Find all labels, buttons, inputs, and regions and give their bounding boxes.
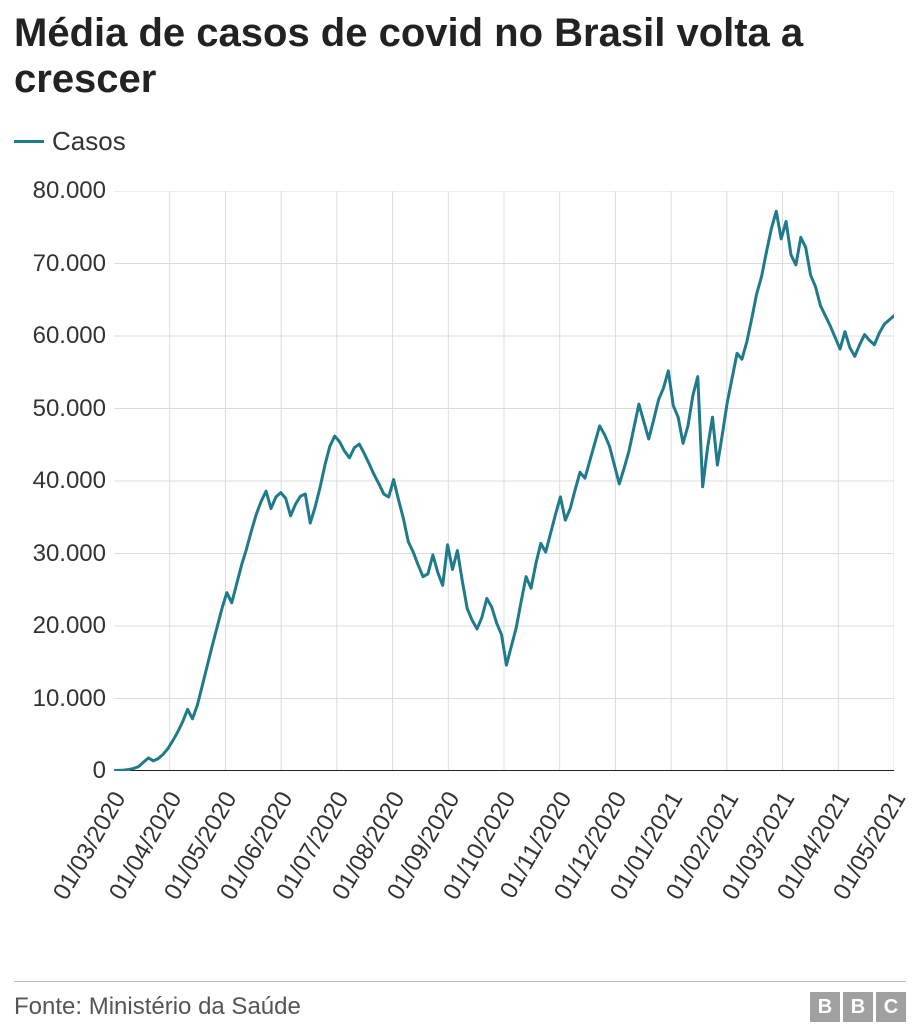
bbc-logo: BBC xyxy=(810,992,906,1022)
legend: Casos xyxy=(14,126,906,157)
bbc-logo-letter: C xyxy=(876,992,906,1022)
chart-title: Média de casos de covid no Brasil volta … xyxy=(14,10,906,102)
chart: 0 10.000 20.000 30.000 40.000 50.000 60.000 70.… xyxy=(14,181,906,891)
y-tick-label: 40.000 xyxy=(33,467,106,495)
y-tick-label: 10.000 xyxy=(33,685,106,713)
y-tick-label: 60.000 xyxy=(33,322,106,350)
bbc-logo-letter: B xyxy=(843,992,873,1022)
legend-label: Casos xyxy=(52,126,126,157)
y-tick-label: 80.000 xyxy=(33,177,106,205)
bbc-logo-letter: B xyxy=(810,992,840,1022)
x-axis-labels: 01/03/202001/04/202001/05/202001/06/2020… xyxy=(114,781,894,901)
legend-line-icon xyxy=(14,140,44,143)
y-tick-label: 20.000 xyxy=(33,612,106,640)
y-tick-label: 50.000 xyxy=(33,395,106,423)
y-tick-label: 30.000 xyxy=(33,540,106,568)
chart-svg xyxy=(114,191,894,771)
y-tick-label: 0 xyxy=(93,757,106,785)
y-tick-label: 70.000 xyxy=(33,250,106,278)
footer: Fonte: Ministério da Saúde BBC xyxy=(14,981,906,1022)
plot-area xyxy=(114,191,894,771)
y-axis-labels: 0 10.000 20.000 30.000 40.000 50.000 60.000 70.… xyxy=(14,181,114,891)
source-text: Fonte: Ministério da Saúde xyxy=(14,993,301,1021)
